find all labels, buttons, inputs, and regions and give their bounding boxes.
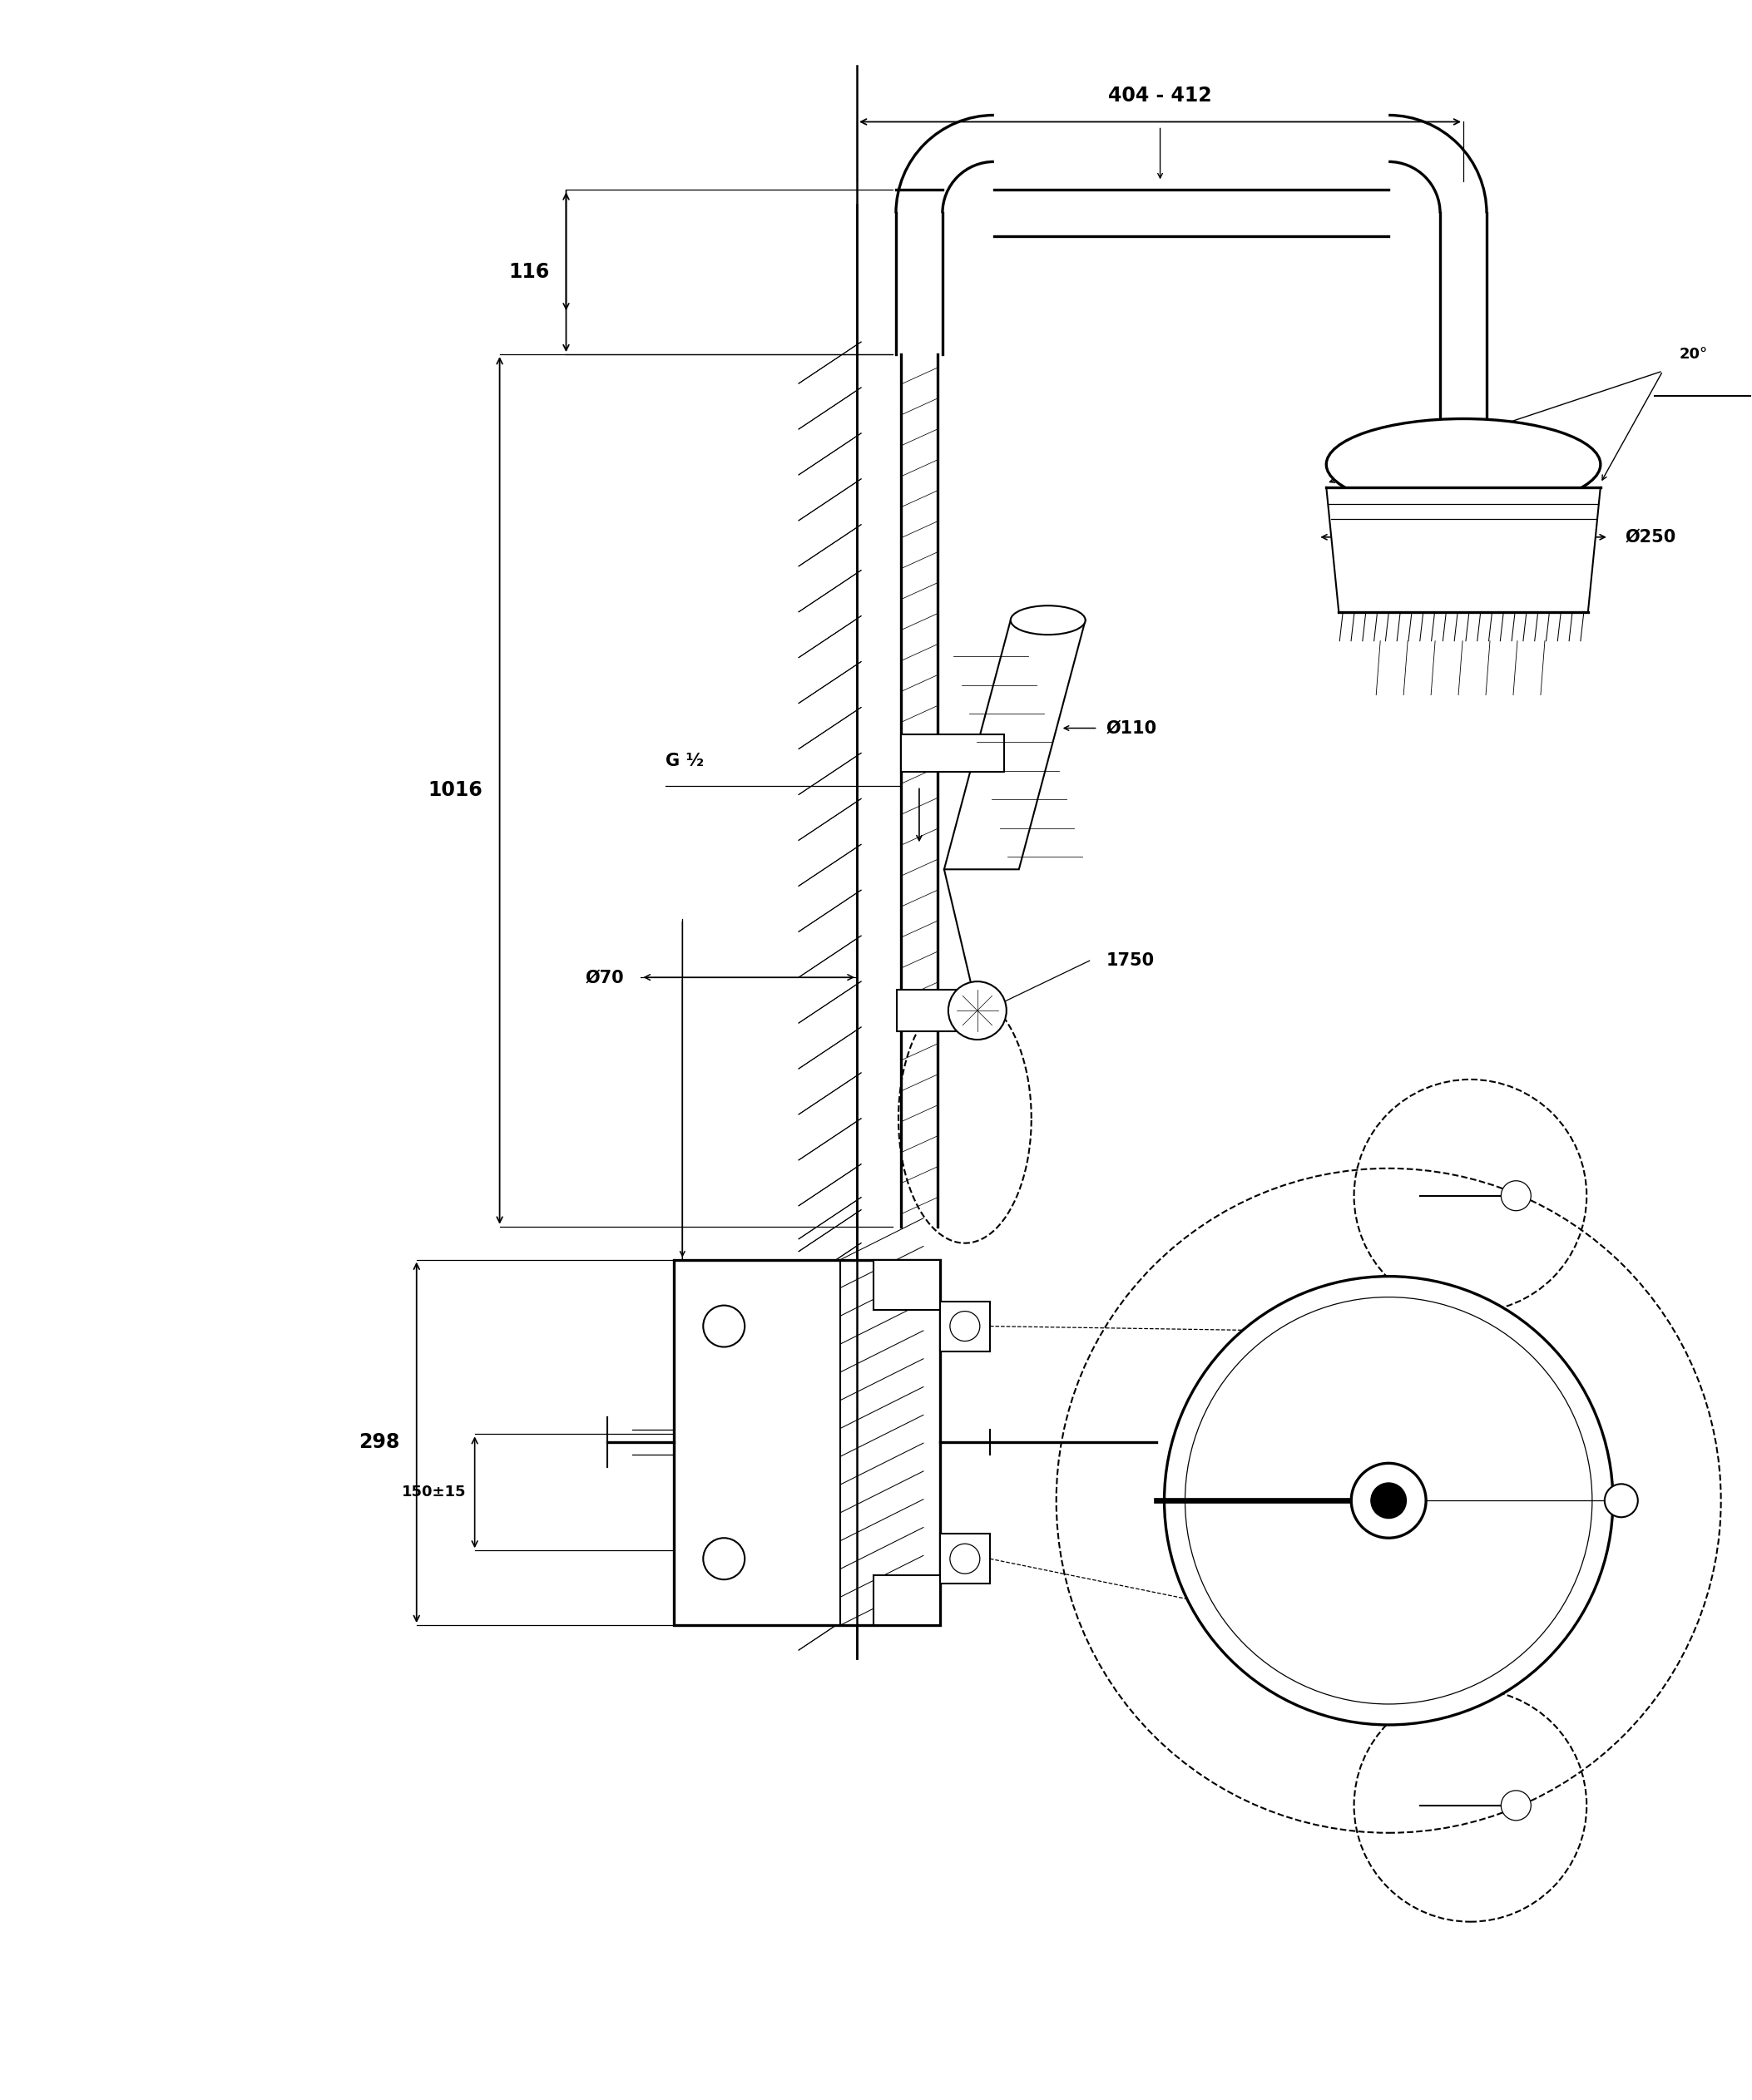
Circle shape	[703, 1537, 745, 1579]
Circle shape	[1165, 1277, 1614, 1724]
Circle shape	[950, 1544, 979, 1573]
Ellipse shape	[1326, 418, 1601, 510]
Text: 298: 298	[359, 1432, 399, 1453]
Text: 116: 116	[508, 262, 550, 281]
Text: Ø70: Ø70	[585, 968, 624, 985]
Circle shape	[1501, 1180, 1531, 1212]
Bar	[675, 1260, 941, 1625]
Bar	[897, 989, 992, 1031]
Circle shape	[1351, 1464, 1426, 1537]
Circle shape	[1354, 1079, 1587, 1312]
Bar	[874, 1260, 941, 1310]
Circle shape	[1354, 1688, 1587, 1922]
Circle shape	[703, 1306, 745, 1346]
Text: Ø110: Ø110	[1106, 720, 1156, 737]
Circle shape	[950, 1310, 979, 1342]
Text: G ¹⁄₂: G ¹⁄₂	[666, 754, 704, 771]
Bar	[874, 1575, 941, 1625]
Text: 1750: 1750	[1106, 953, 1155, 968]
Text: 404 - 412: 404 - 412	[1109, 86, 1212, 105]
Polygon shape	[944, 620, 1086, 869]
Polygon shape	[1326, 487, 1601, 611]
Circle shape	[948, 981, 1006, 1039]
Text: 1016: 1016	[427, 781, 484, 800]
Circle shape	[1370, 1483, 1407, 1518]
Circle shape	[1605, 1485, 1638, 1516]
Circle shape	[1184, 1298, 1593, 1703]
Ellipse shape	[1011, 605, 1086, 634]
Circle shape	[1501, 1791, 1531, 1821]
Text: 20°: 20°	[1680, 346, 1708, 361]
Bar	[901, 735, 1004, 773]
Text: Ø250: Ø250	[1626, 529, 1677, 546]
Bar	[941, 1302, 990, 1350]
Text: 150±15: 150±15	[401, 1485, 466, 1499]
Bar	[941, 1533, 990, 1583]
